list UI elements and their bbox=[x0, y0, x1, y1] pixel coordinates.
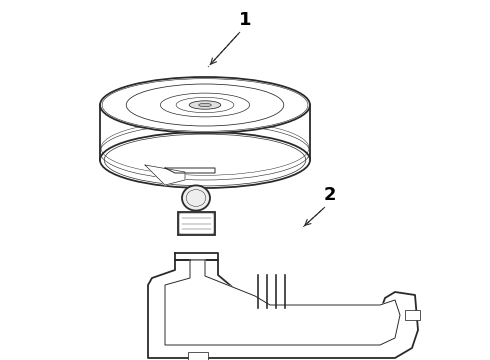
Polygon shape bbox=[175, 253, 218, 260]
Polygon shape bbox=[165, 168, 215, 173]
Polygon shape bbox=[148, 260, 418, 358]
Ellipse shape bbox=[100, 77, 310, 133]
Polygon shape bbox=[165, 260, 400, 345]
Bar bbox=[178, 212, 215, 235]
Text: 2: 2 bbox=[324, 186, 336, 204]
Ellipse shape bbox=[182, 185, 210, 211]
Bar bbox=[188, 352, 208, 360]
Ellipse shape bbox=[100, 132, 310, 188]
Polygon shape bbox=[145, 165, 185, 185]
Polygon shape bbox=[100, 77, 310, 188]
Text: 1: 1 bbox=[239, 11, 251, 29]
Ellipse shape bbox=[199, 103, 211, 107]
Ellipse shape bbox=[189, 101, 221, 109]
Bar bbox=[405, 310, 420, 320]
